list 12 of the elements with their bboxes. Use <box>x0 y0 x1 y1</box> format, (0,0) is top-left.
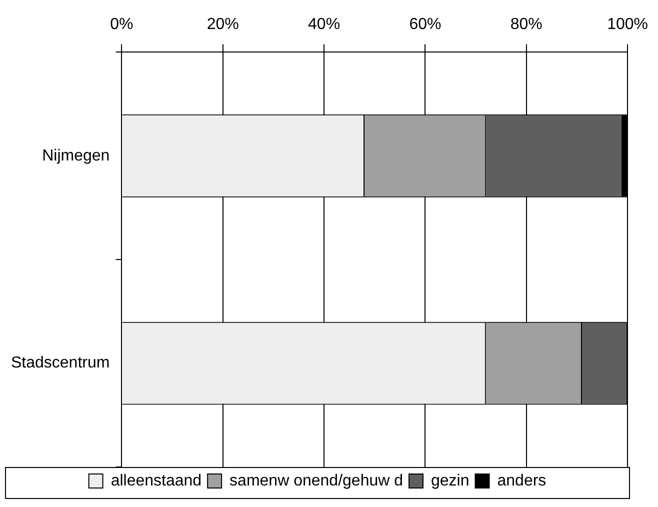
legend-label: anders <box>497 472 546 490</box>
x-tick-label: 40% <box>308 16 340 34</box>
x-tick-label: 20% <box>206 16 239 34</box>
legend-label: alleenstaand <box>110 472 202 490</box>
legend-label: samenw onend/gehuw d <box>230 472 404 490</box>
x-tick-label: 60% <box>409 16 442 34</box>
y-tick-label: Stadscentrum <box>10 354 110 372</box>
legend-label: gezin <box>431 472 470 490</box>
x-tick-label: 80% <box>510 16 542 34</box>
y-tick-label: Nijmegen <box>42 147 110 164</box>
x-tick-label: 100% <box>607 16 648 34</box>
x-tick-label: 0% <box>110 16 134 34</box>
